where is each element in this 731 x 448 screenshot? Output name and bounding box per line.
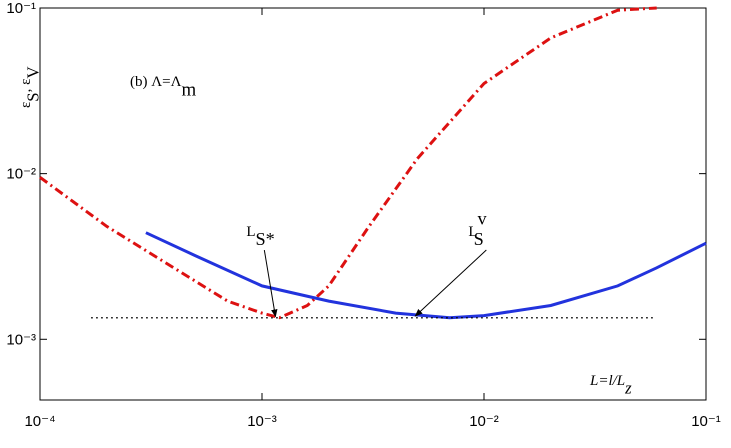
- annotation-arrow: [414, 249, 487, 317]
- series-line: [145, 231, 707, 320]
- label-part: (b) Λ=Λ: [130, 74, 182, 90]
- x-tick-label: 10⁻²: [469, 413, 499, 430]
- label: (b) Λ=Λm: [130, 74, 196, 100]
- label-part: S*: [256, 229, 275, 249]
- label-part: v: [478, 208, 488, 228]
- plot-frame: [39, 7, 707, 401]
- label-part: L=l/L: [589, 373, 625, 389]
- y-tick-label: 10⁻²: [6, 166, 36, 183]
- label: εS, εV: [18, 66, 42, 108]
- label-part: V: [23, 66, 42, 78]
- label: LS*: [246, 224, 274, 249]
- label: Lv S: [468, 208, 487, 249]
- x-tick-label: 10⁻³: [247, 413, 277, 430]
- label-part: z: [624, 378, 632, 397]
- label-part: S: [23, 92, 42, 101]
- label-part: S: [474, 229, 484, 249]
- annotation-arrow: [263, 249, 278, 318]
- label-part: L: [468, 224, 477, 240]
- y-tick-label: 10⁻³: [6, 331, 36, 348]
- x-tick-label: 10⁻⁴: [24, 413, 55, 430]
- label-part: L: [246, 224, 255, 240]
- x-tick-label: 10⁻¹: [691, 413, 721, 430]
- label-part: ε: [18, 102, 34, 108]
- label-part: , ε: [18, 79, 34, 93]
- series-line: [39, 6, 657, 320]
- y-tick-label: 10⁻¹: [6, 0, 36, 17]
- label: L=l/Lz: [589, 373, 632, 397]
- label-part: m: [181, 79, 196, 100]
